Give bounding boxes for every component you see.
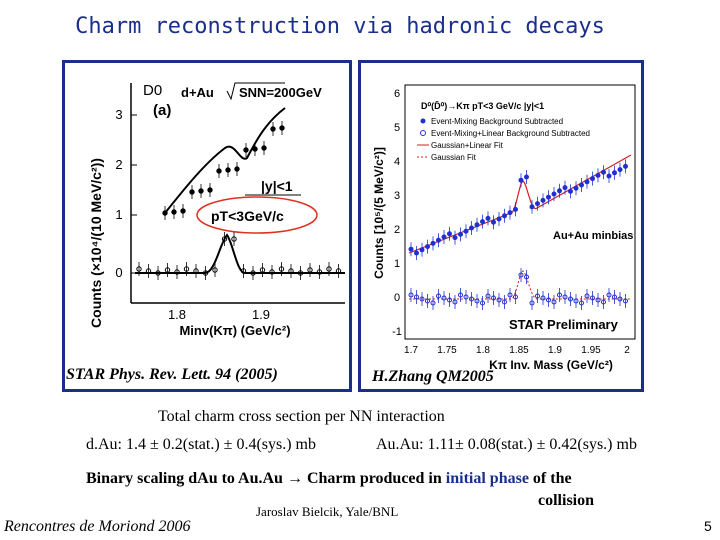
cross-section-heading: Total charm cross section per NN interac… <box>158 408 445 425</box>
left-upper-fit <box>164 107 286 214</box>
right-plot: Counts [10⁵/(5 MeV/c²)] 6 5 4 3 2 1 0 -1… <box>372 84 636 372</box>
right-legend-item: Gaussian+Linear Fit <box>431 141 504 150</box>
left-xtick: 1.9 <box>252 307 270 322</box>
right-ytick: 2 <box>394 224 400 236</box>
left-particle-label: D0 <box>143 82 162 99</box>
right-xlabel: Kπ Inv. Mass (GeV/c²) <box>489 358 613 372</box>
left-plot: Counts (×10⁴/(10 MeV/c²)) 3 2 1 0 D0 d+A… <box>88 82 345 338</box>
right-xticks: 1.7 1.75 1.8 1.85 1.9 1.95 2 <box>404 345 630 356</box>
scaling-statement: Binary scaling dAu to Au.Au → Charm prod… <box>86 470 572 488</box>
scaling-highlight: initial phase <box>445 470 529 487</box>
left-lower-fit <box>135 233 345 274</box>
left-pt-cut: pT<3GeV/c <box>211 208 284 224</box>
right-xtick: 2 <box>624 345 630 356</box>
right-ytick: -1 <box>392 326 402 338</box>
scaling-suffix: of the <box>532 470 572 487</box>
right-legend-title: D⁰(D̄⁰)→Kπ pT<3 GeV/c |y|<1 <box>421 101 544 111</box>
right-xtick: 1.95 <box>581 345 601 356</box>
right-open-points <box>408 268 628 310</box>
scaling-middle: Charm produced in <box>306 470 442 487</box>
left-ytick: 2 <box>115 157 122 172</box>
left-ylabel: Counts (×10⁴/(10 MeV/c²)) <box>88 158 104 328</box>
right-gauss <box>409 270 631 300</box>
right-ytick: 5 <box>394 122 400 134</box>
left-energy-label: SNN=200GeV <box>239 85 322 100</box>
left-dau-label: d+Au <box>181 85 214 100</box>
right-ytick: 6 <box>394 88 400 100</box>
right-xtick: 1.9 <box>548 345 562 356</box>
right-legend-item: Event-Mixing Background Subtracted <box>431 117 563 126</box>
left-xtick: 1.8 <box>168 307 186 322</box>
dau-result: d.Au: 1.4 ± 0.2(stat.) ± 0.4(sys.) mb <box>86 436 316 453</box>
left-panel-label: (a) <box>153 102 171 119</box>
left-yticks: 3 2 1 0 <box>115 107 137 280</box>
left-ytick: 1 <box>115 207 122 222</box>
cut-oval <box>196 196 318 234</box>
right-fit-peak <box>510 154 632 214</box>
scaling-line2: collision <box>538 492 595 509</box>
left-ytick: 0 <box>115 265 122 280</box>
right-xtick: 1.85 <box>509 345 529 356</box>
right-ytick: 3 <box>394 190 400 202</box>
left-lower-points <box>136 232 342 280</box>
right-xtick: 1.75 <box>437 345 457 356</box>
right-ytick: 0 <box>394 292 400 304</box>
right-legend-item: Gaussian Fit <box>431 153 477 162</box>
right-dataset-label: Au+Au minbias <box>553 230 633 242</box>
right-ytick: 1 <box>394 258 400 270</box>
right-ytick: 4 <box>394 156 400 168</box>
right-ylabel: Counts [10⁵/(5 MeV/c²)] <box>372 147 386 279</box>
left-caption: STAR Phys. Rev. Lett. 94 (2005) <box>66 366 278 383</box>
page-number: 5 <box>704 518 712 534</box>
right-prelim-label: STAR Preliminary <box>509 317 619 332</box>
left-ytick: 3 <box>115 107 122 122</box>
slide-title: Charm reconstruction via hadronic decays <box>75 14 605 39</box>
scaling-prefix: Binary scaling dAu to Au.Au <box>86 470 283 487</box>
right-xtick: 1.7 <box>404 345 418 356</box>
right-figure-panel: Counts [10⁵/(5 MeV/c²)] 6 5 4 3 2 1 0 -1… <box>358 60 644 392</box>
right-yticks: 6 5 4 3 2 1 0 -1 <box>392 88 402 338</box>
left-xlabel: Minv(Kπ) (GeV/c²) <box>179 323 290 338</box>
right-legend-item: Event-Mixing+Linear Background Subtracte… <box>431 129 590 138</box>
right-xtick: 1.8 <box>476 345 490 356</box>
right-filled-points <box>408 159 628 260</box>
conference: Rencontres de Moriond 2006 <box>4 518 191 535</box>
author: Jaroslav Bielcik, Yale/BNL <box>256 504 399 519</box>
left-rapidity-cut: |y|<1 <box>261 178 293 194</box>
auau-result: Au.Au: 1.11± 0.08(stat.) ± 0.42(sys.) mb <box>376 436 637 453</box>
right-legend: Event-Mixing Background Subtracted Event… <box>417 117 590 162</box>
left-figure-panel: Counts (×10⁴/(10 MeV/c²)) 3 2 1 0 D0 d+A… <box>62 60 352 392</box>
right-caption: H.Zhang QM2005 <box>372 368 494 385</box>
left-upper-points <box>162 121 285 220</box>
arrow-icon: → <box>286 470 303 487</box>
